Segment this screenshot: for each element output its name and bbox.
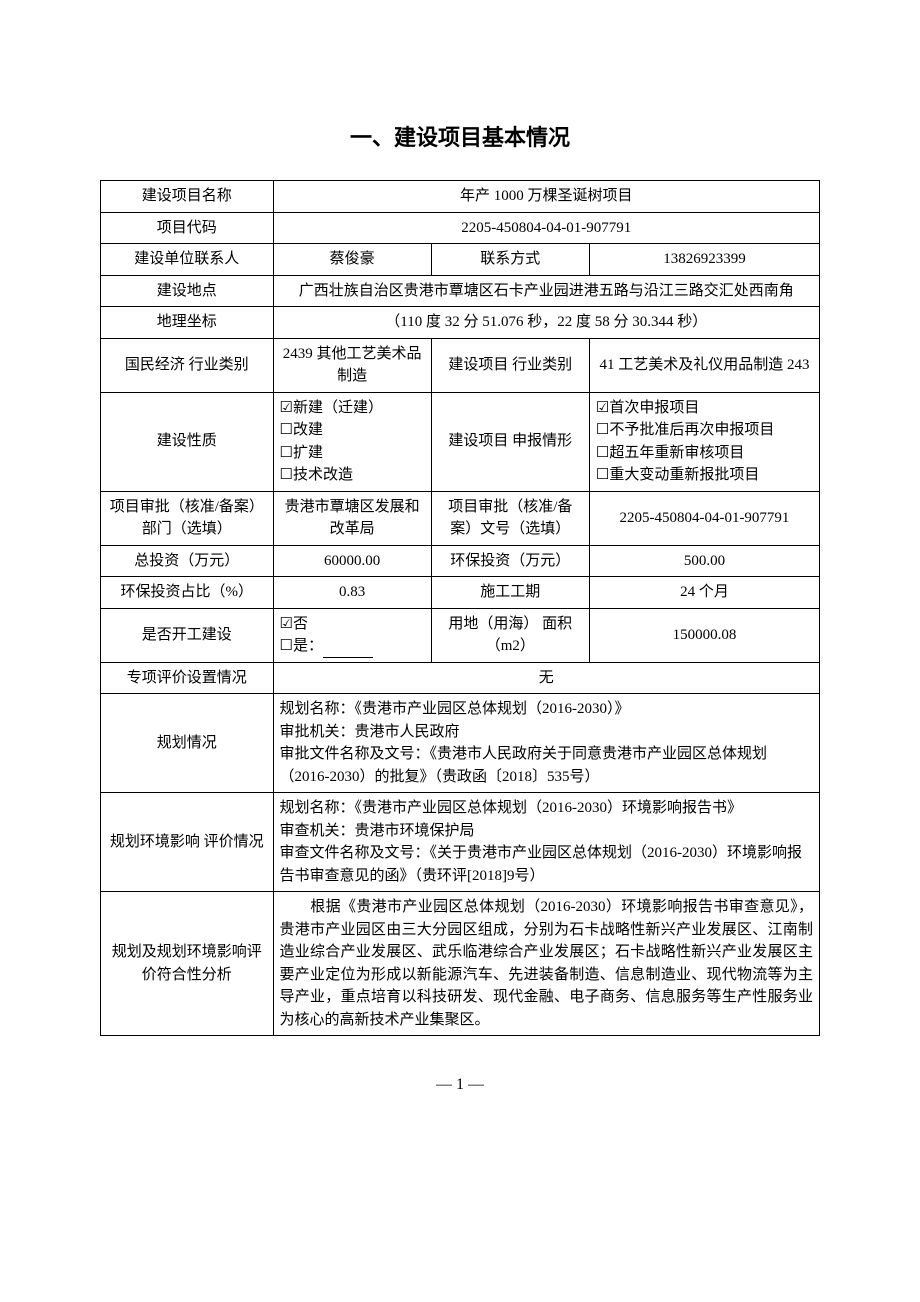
lbl-env-invest: 环保投资（万元）	[431, 545, 589, 577]
page-number: — 1 —	[100, 1076, 820, 1094]
table-row: 地理坐标 （110 度 32 分 51.076 秒，22 度 58 分 30.3…	[101, 307, 820, 339]
table-row: 总投资（万元） 60000.00 环保投资（万元） 500.00	[101, 545, 820, 577]
lbl-build-nature: 建设性质	[101, 392, 274, 491]
val-plan-eia: 规划名称：《贵港市产业园区总体规划（2016-2030）环境影响报告书》 审查机…	[273, 793, 819, 892]
val-coords: （110 度 32 分 51.076 秒，22 度 58 分 30.344 秒）	[273, 307, 819, 339]
lbl-project-code: 项目代码	[101, 212, 274, 244]
val-total-invest: 60000.00	[273, 545, 431, 577]
val-plan-info: 规划名称：《贵港市产业园区总体规划（2016-2030）》 审批机关：贵港市人民…	[273, 694, 819, 793]
table-row: 规划环境影响 评价情况 规划名称：《贵港市产业园区总体规划（2016-2030）…	[101, 793, 820, 892]
lbl-env-ratio: 环保投资占比（%）	[101, 577, 274, 609]
table-row: 项目代码 2205-450804-04-01-907791	[101, 212, 820, 244]
lbl-started: 是否开工建设	[101, 608, 274, 662]
table-row: 项目审批（核准/备案）部门（选填） 贵港市覃塘区发展和改革局 项目审批（核准/备…	[101, 491, 820, 545]
table-row: 专项评价设置情况 无	[101, 662, 820, 694]
lbl-contact-person: 建设单位联系人	[101, 244, 274, 276]
lbl-build-item-category: 建设项目 行业类别	[431, 338, 589, 392]
val-contact-method: 13826923399	[589, 244, 819, 276]
lbl-approval-dept: 项目审批（核准/备案）部门（选填）	[101, 491, 274, 545]
table-row: 建设地点 广西壮族自治区贵港市覃塘区石卡产业园进港五路与沿江三路交汇处西南角	[101, 275, 820, 307]
val-contact-person: 蔡俊豪	[273, 244, 431, 276]
lbl-special-eval: 专项评价设置情况	[101, 662, 274, 694]
val-approval-doc: 2205-450804-04-01-907791	[589, 491, 819, 545]
opt-started-yes-wrap: ☐是：	[280, 635, 425, 658]
opt-rej: ☐不予批准后再次申报项目	[596, 419, 813, 442]
started-blank	[323, 643, 373, 658]
opt-tech: ☐技术改造	[280, 464, 425, 487]
form-table: 建设项目名称 年产 1000 万棵圣诞树项目 项目代码 2205-450804-…	[100, 180, 820, 1036]
val-plan-compliance: 根据《贵港市产业园区总体规划（2016-2030）环境影响报告书审查意见》，贵港…	[273, 892, 819, 1036]
val-land-area: 150000.08	[589, 608, 819, 662]
val-project-name: 年产 1000 万棵圣诞树项目	[273, 181, 819, 213]
val-env-ratio: 0.83	[273, 577, 431, 609]
lbl-duration: 施工工期	[431, 577, 589, 609]
opt-mod: ☐改建	[280, 419, 425, 442]
section-title: 一、建设项目基本情况	[100, 120, 820, 152]
lbl-approval-doc: 项目审批（核准/备案）文号（选填）	[431, 491, 589, 545]
val-address: 广西壮族自治区贵港市覃塘区石卡产业园进港五路与沿江三路交汇处西南角	[273, 275, 819, 307]
table-row: 建设单位联系人 蔡俊豪 联系方式 13826923399	[101, 244, 820, 276]
lbl-address: 建设地点	[101, 275, 274, 307]
val-build-nature: ☑新建（迁建） ☐改建 ☐扩建 ☐技术改造	[273, 392, 431, 491]
lbl-project-name: 建设项目名称	[101, 181, 274, 213]
lbl-econ-category: 国民经济 行业类别	[101, 338, 274, 392]
table-row: 建设项目名称 年产 1000 万棵圣诞树项目	[101, 181, 820, 213]
lbl-land-area: 用地（用海） 面积（m2）	[431, 608, 589, 662]
opt-started-yes: ☐是：	[280, 638, 323, 654]
opt-major: ☐重大变动重新报批项目	[596, 464, 813, 487]
opt-new: ☑新建（迁建）	[280, 397, 425, 420]
opt-first: ☑首次申报项目	[596, 397, 813, 420]
lbl-declare-type: 建设项目 申报情形	[431, 392, 589, 491]
val-special-eval: 无	[273, 662, 819, 694]
val-duration: 24 个月	[589, 577, 819, 609]
table-row: 规划及规划环境影响评价符合性分析 根据《贵港市产业园区总体规划（2016-203…	[101, 892, 820, 1036]
opt-five: ☐超五年重新审核项目	[596, 442, 813, 465]
table-row: 建设性质 ☑新建（迁建） ☐改建 ☐扩建 ☐技术改造 建设项目 申报情形 ☑首次…	[101, 392, 820, 491]
opt-started-no: ☑否	[280, 613, 425, 636]
lbl-coords: 地理坐标	[101, 307, 274, 339]
table-row: 是否开工建设 ☑否 ☐是： 用地（用海） 面积（m2） 150000.08	[101, 608, 820, 662]
val-econ-category: 2439 其他工艺美术品制造	[273, 338, 431, 392]
val-env-invest: 500.00	[589, 545, 819, 577]
lbl-plan-eia: 规划环境影响 评价情况	[101, 793, 274, 892]
lbl-plan-compliance: 规划及规划环境影响评价符合性分析	[101, 892, 274, 1036]
val-approval-dept: 贵港市覃塘区发展和改革局	[273, 491, 431, 545]
table-row: 环保投资占比（%） 0.83 施工工期 24 个月	[101, 577, 820, 609]
lbl-plan-info: 规划情况	[101, 694, 274, 793]
opt-exp: ☐扩建	[280, 442, 425, 465]
lbl-total-invest: 总投资（万元）	[101, 545, 274, 577]
table-row: 规划情况 规划名称：《贵港市产业园区总体规划（2016-2030）》 审批机关：…	[101, 694, 820, 793]
table-row: 国民经济 行业类别 2439 其他工艺美术品制造 建设项目 行业类别 41 工艺…	[101, 338, 820, 392]
val-project-code: 2205-450804-04-01-907791	[273, 212, 819, 244]
lbl-contact-method: 联系方式	[431, 244, 589, 276]
val-build-item-category: 41 工艺美术及礼仪用品制造 243	[589, 338, 819, 392]
val-started: ☑否 ☐是：	[273, 608, 431, 662]
val-declare-type: ☑首次申报项目 ☐不予批准后再次申报项目 ☐超五年重新审核项目 ☐重大变动重新报…	[589, 392, 819, 491]
